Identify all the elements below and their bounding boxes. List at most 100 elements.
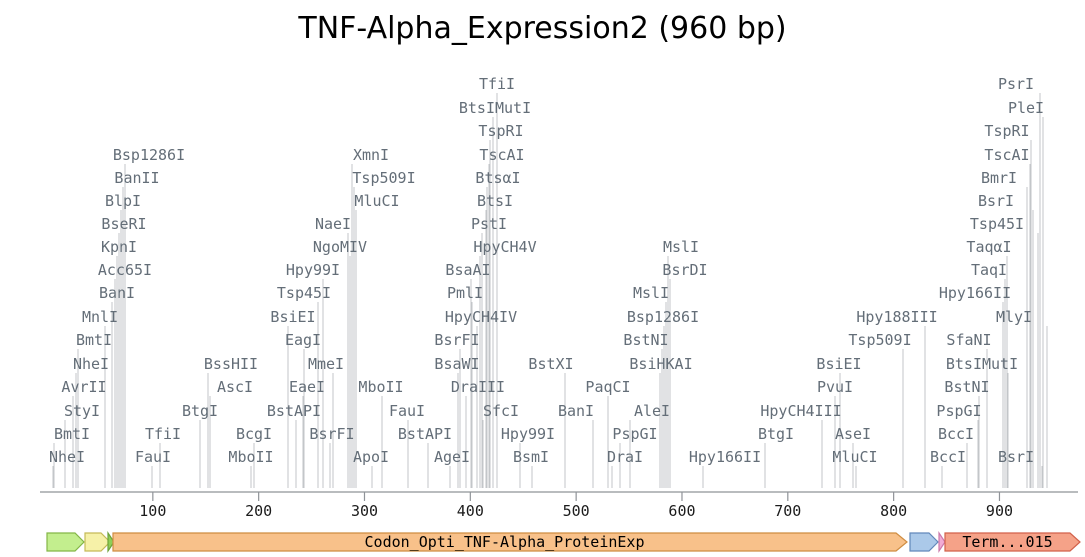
enzyme-label[interactable]: PvuI bbox=[817, 378, 853, 396]
enzyme-label[interactable]: BanI bbox=[99, 284, 135, 302]
enzyme-label[interactable]: BsiHKAI bbox=[629, 355, 692, 373]
enzyme-label[interactable]: NaeI bbox=[315, 215, 351, 233]
enzyme-label[interactable]: MslI bbox=[663, 238, 699, 256]
enzyme-label[interactable]: Tsp45I bbox=[970, 215, 1024, 233]
enzyme-label[interactable]: DraI bbox=[607, 448, 643, 466]
enzyme-label[interactable]: MslI bbox=[633, 284, 669, 302]
enzyme-label[interactable]: StyI bbox=[64, 402, 100, 420]
enzyme-label[interactable]: AleI bbox=[634, 402, 670, 420]
enzyme-label[interactable]: PaqCI bbox=[585, 378, 630, 396]
enzyme-label[interactable]: TspRI bbox=[478, 122, 523, 140]
enzyme-label[interactable]: XmnI bbox=[353, 146, 389, 164]
enzyme-label[interactable]: Acc65I bbox=[98, 261, 152, 279]
enzyme-label[interactable]: SfaNI bbox=[946, 331, 991, 349]
enzyme-label[interactable]: MluCI bbox=[832, 448, 877, 466]
enzyme-label[interactable]: EaeI bbox=[289, 378, 325, 396]
enzyme-label[interactable]: Hpy166II bbox=[689, 448, 761, 466]
enzyme-label[interactable]: SfcI bbox=[483, 402, 519, 420]
enzyme-label[interactable]: BlpI bbox=[105, 192, 141, 210]
enzyme-label[interactable]: MmeI bbox=[308, 355, 344, 373]
feature-arrow-cds[interactable] bbox=[112, 532, 908, 552]
enzyme-label[interactable]: BsrI bbox=[978, 192, 1014, 210]
enzyme-label[interactable]: AgeI bbox=[434, 448, 470, 466]
enzyme-label[interactable]: HpyCH4III bbox=[760, 402, 841, 420]
feature-arrow-pink-thin[interactable] bbox=[938, 531, 946, 553]
enzyme-label[interactable]: EagI bbox=[285, 331, 321, 349]
enzyme-label[interactable]: PleI bbox=[1008, 99, 1044, 117]
feature-arrow-blue[interactable] bbox=[909, 532, 939, 552]
enzyme-label[interactable]: TfiI bbox=[479, 75, 515, 93]
feature-arrow-green[interactable] bbox=[46, 532, 85, 552]
feature-arrow-terminator[interactable] bbox=[944, 532, 1081, 552]
enzyme-label[interactable]: BmtI bbox=[76, 331, 112, 349]
enzyme-label[interactable]: PsrI bbox=[998, 75, 1034, 93]
enzyme-label[interactable]: BseRI bbox=[101, 215, 146, 233]
enzyme-label[interactable]: NgoMIV bbox=[313, 238, 367, 256]
enzyme-label[interactable]: BsrFI bbox=[434, 331, 479, 349]
enzyme-label[interactable]: BsiEI bbox=[816, 355, 861, 373]
enzyme-label[interactable]: BstAPI bbox=[398, 425, 452, 443]
enzyme-label[interactable]: PspGI bbox=[612, 425, 657, 443]
enzyme-label[interactable]: TspRI bbox=[984, 122, 1029, 140]
enzyme-label[interactable]: MboII bbox=[228, 448, 273, 466]
enzyme-label[interactable]: KpnI bbox=[101, 238, 137, 256]
feature-arrow-green-thin[interactable] bbox=[107, 531, 115, 553]
enzyme-label[interactable]: Bsp1286I bbox=[113, 146, 185, 164]
enzyme-label[interactable]: BsrI bbox=[998, 448, 1034, 466]
enzyme-label[interactable]: TaqI bbox=[971, 261, 1007, 279]
enzyme-label[interactable]: Hpy99I bbox=[286, 261, 340, 279]
enzyme-label[interactable]: BtsIMutI bbox=[459, 99, 531, 117]
enzyme-label[interactable]: Hpy166II bbox=[939, 284, 1011, 302]
enzyme-label[interactable]: Hpy99I bbox=[501, 425, 555, 443]
enzyme-label[interactable]: BstNI bbox=[944, 378, 989, 396]
enzyme-label[interactable]: BstAPI bbox=[267, 402, 321, 420]
enzyme-label[interactable]: TscAI bbox=[984, 146, 1029, 164]
enzyme-label[interactable]: MluCI bbox=[354, 192, 399, 210]
enzyme-label[interactable]: BcgI bbox=[236, 425, 272, 443]
enzyme-label[interactable]: FauI bbox=[135, 448, 171, 466]
enzyme-label[interactable]: BmtI bbox=[54, 425, 90, 443]
enzyme-label[interactable]: TaqαI bbox=[966, 238, 1011, 256]
enzyme-label[interactable]: BanI bbox=[558, 402, 594, 420]
enzyme-label[interactable]: Hpy188III bbox=[856, 308, 937, 326]
enzyme-label[interactable]: BtgI bbox=[758, 425, 794, 443]
enzyme-label[interactable]: BtsIMutI bbox=[946, 355, 1018, 373]
enzyme-label[interactable]: BsaAI bbox=[445, 261, 490, 279]
enzyme-label[interactable]: MnlI bbox=[82, 308, 118, 326]
enzyme-label[interactable]: NheI bbox=[49, 448, 85, 466]
enzyme-label[interactable]: BanII bbox=[114, 169, 159, 187]
enzyme-label[interactable]: TfiI bbox=[145, 425, 181, 443]
enzyme-label[interactable]: ApoI bbox=[353, 448, 389, 466]
enzyme-label[interactable]: Tsp45I bbox=[277, 284, 331, 302]
enzyme-label[interactable]: PstI bbox=[471, 215, 507, 233]
enzyme-label[interactable]: BtsαI bbox=[475, 169, 520, 187]
enzyme-label[interactable]: BsmI bbox=[513, 448, 549, 466]
enzyme-label[interactable]: BstNI bbox=[623, 331, 668, 349]
feature-arrow-yellow[interactable] bbox=[84, 532, 111, 552]
enzyme-label[interactable]: TscAI bbox=[479, 146, 524, 164]
enzyme-label[interactable]: AscI bbox=[217, 378, 253, 396]
enzyme-label[interactable]: MlyI bbox=[996, 308, 1032, 326]
enzyme-label[interactable]: BsaWI bbox=[434, 355, 479, 373]
enzyme-label[interactable]: PmlI bbox=[447, 284, 483, 302]
enzyme-label[interactable]: HpyCH4V bbox=[473, 238, 536, 256]
enzyme-label[interactable]: BsrDI bbox=[662, 261, 707, 279]
enzyme-label[interactable]: FauI bbox=[389, 402, 425, 420]
enzyme-label[interactable]: NheI bbox=[73, 355, 109, 373]
enzyme-label[interactable]: BsiEI bbox=[270, 308, 315, 326]
enzyme-label[interactable]: Tsp509I bbox=[352, 169, 415, 187]
enzyme-label[interactable]: AvrII bbox=[61, 378, 106, 396]
enzyme-label[interactable]: BccI bbox=[938, 425, 974, 443]
enzyme-label[interactable]: Bsp1286I bbox=[627, 308, 699, 326]
enzyme-label[interactable]: DraIII bbox=[451, 378, 505, 396]
enzyme-label[interactable]: BsrFI bbox=[309, 425, 354, 443]
enzyme-label[interactable]: MboII bbox=[358, 378, 403, 396]
enzyme-label[interactable]: BtsI bbox=[477, 192, 513, 210]
enzyme-label[interactable]: PspGI bbox=[936, 402, 981, 420]
enzyme-label[interactable]: HpyCH4IV bbox=[445, 308, 517, 326]
enzyme-label[interactable]: BtgI bbox=[182, 402, 218, 420]
enzyme-label[interactable]: BmrI bbox=[981, 169, 1017, 187]
enzyme-label[interactable]: BstXI bbox=[528, 355, 573, 373]
enzyme-label[interactable]: BssHII bbox=[204, 355, 258, 373]
enzyme-label[interactable]: AseI bbox=[835, 425, 871, 443]
